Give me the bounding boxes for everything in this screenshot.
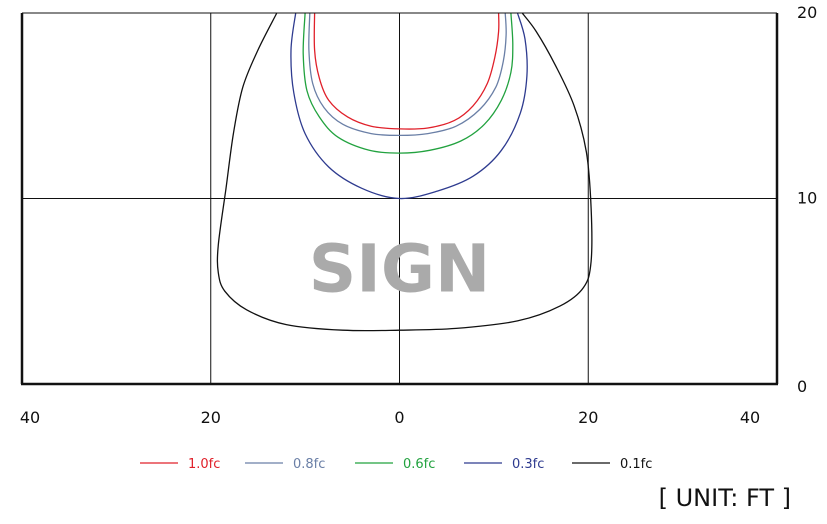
contour-1-0fc: [313, 12, 500, 130]
x-tick-label: 20: [201, 408, 221, 427]
unit-label: [ UNIT: FT ]: [658, 484, 791, 512]
sign-annotation: SIGN: [309, 230, 491, 307]
contour-curves: [216, 12, 593, 332]
y-tick-labels: 0 10 20: [797, 3, 817, 396]
legend-label: 0.6fc: [403, 457, 435, 472]
legend-label: 0.3fc: [512, 457, 544, 472]
legend-label: 0.1fc: [620, 457, 652, 472]
contour-0-6fc: [302, 12, 514, 154]
y-tick-label: 20: [797, 3, 817, 22]
y-tick-label: 0: [797, 377, 807, 396]
x-tick-label: 40: [20, 408, 40, 427]
legend-label: 0.8fc: [293, 457, 325, 472]
y-tick-label: 10: [797, 189, 817, 208]
x-tick-label: 40: [740, 408, 760, 427]
legend-label: 1.0fc: [188, 457, 220, 472]
contour-0-3fc: [290, 12, 528, 200]
plot-frame: [20, 12, 779, 386]
x-tick-label: 20: [578, 408, 598, 427]
contour-0-1fc: [216, 12, 593, 332]
x-tick-label: 0: [394, 408, 404, 427]
x-tick-labels: 40 20 0 20 40: [20, 408, 760, 427]
contour-0-8fc: [308, 12, 507, 137]
legend: 1.0fc 0.8fc 0.6fc 0.3fc 0.1fc: [140, 457, 652, 472]
